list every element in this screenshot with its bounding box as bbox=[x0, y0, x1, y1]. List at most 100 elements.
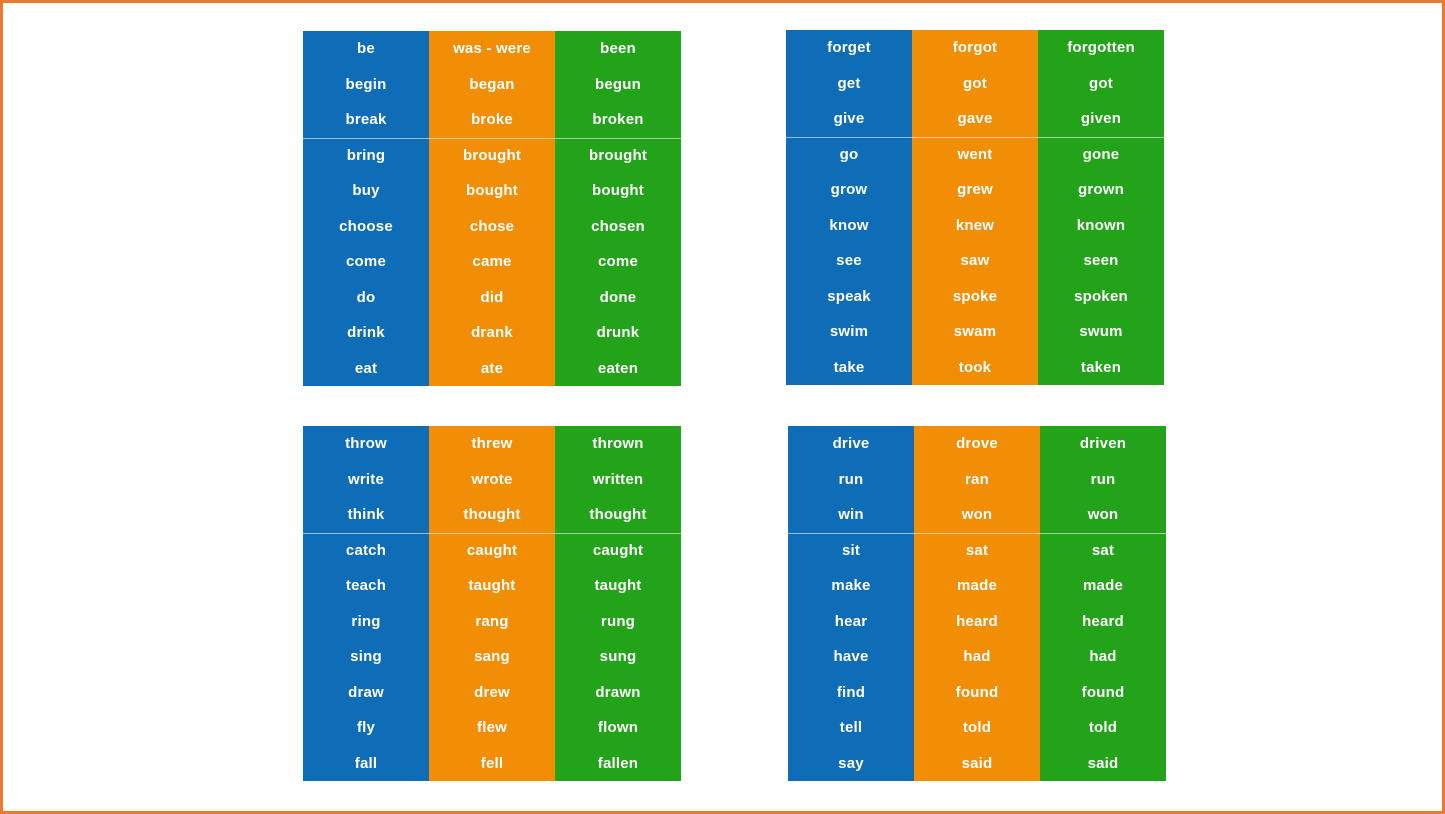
verb-cell: sing bbox=[350, 648, 382, 666]
verb-cell: said bbox=[961, 754, 993, 772]
verb-cell: taught bbox=[468, 577, 516, 595]
group-divider bbox=[429, 137, 555, 139]
verb-cell: brought bbox=[462, 146, 522, 164]
verb-cell: taken bbox=[1080, 358, 1122, 376]
verb-cell: made bbox=[957, 577, 997, 595]
verb-cell: told bbox=[962, 719, 992, 737]
verb-cell: threw bbox=[471, 435, 513, 453]
verb-cell: sat bbox=[965, 541, 989, 559]
verb-cell: done bbox=[599, 288, 637, 306]
verb-cell: run bbox=[1090, 470, 1116, 488]
verb-cell: eat bbox=[354, 359, 378, 377]
verb-cell: begin bbox=[345, 75, 387, 93]
verb-cell: won bbox=[961, 506, 993, 524]
verb-cell: get bbox=[837, 74, 861, 92]
group-divider bbox=[555, 532, 681, 534]
verb-cell: driven bbox=[1079, 435, 1127, 453]
verb-cell: began bbox=[469, 75, 515, 93]
verb-cell: was - were bbox=[453, 40, 531, 58]
verb-cell: bought bbox=[465, 182, 518, 200]
verb-cell: thought bbox=[589, 506, 647, 524]
past-simple-column: forgot got gave went grew knew saw spoke swam too… bbox=[912, 30, 1038, 385]
verb-cell: made bbox=[1083, 577, 1123, 595]
verb-cell: write bbox=[347, 470, 384, 488]
verb-cell: sat bbox=[1091, 541, 1115, 559]
verb-cell: fly bbox=[356, 719, 376, 737]
past-simple-column: was - were began broke brought bought chose ca… bbox=[429, 31, 555, 386]
verb-cell: take bbox=[833, 358, 865, 376]
verb-cell: seen bbox=[1083, 252, 1119, 270]
verb-cell: teach bbox=[345, 577, 387, 595]
verb-cell: gone bbox=[1082, 145, 1120, 163]
verb-cell: sung bbox=[599, 648, 637, 666]
verb-cell: bring bbox=[346, 146, 386, 164]
verb-cell: drawn bbox=[595, 683, 641, 701]
verb-cell: run bbox=[838, 470, 864, 488]
verb-cell: caught bbox=[466, 541, 518, 559]
verb-cell: tell bbox=[839, 719, 863, 737]
verb-cell: saw bbox=[960, 252, 990, 270]
verb-cell: hear bbox=[834, 612, 868, 630]
past-participle-column: thrown written thought caught taught rung sung… bbox=[555, 426, 681, 781]
group-divider bbox=[912, 136, 1038, 138]
verb-cell: say bbox=[838, 754, 864, 772]
verb-cell: won bbox=[1087, 506, 1119, 524]
group-divider bbox=[914, 532, 1040, 534]
verb-cell: come bbox=[598, 253, 638, 271]
group-divider bbox=[303, 532, 429, 534]
verb-cell: been bbox=[600, 40, 636, 58]
verb-cell: found bbox=[955, 683, 999, 701]
verb-cell: rang bbox=[475, 612, 509, 630]
verb-cell: spoke bbox=[952, 287, 998, 305]
verb-cell: ran bbox=[965, 470, 989, 488]
verb-cell: think bbox=[347, 506, 385, 524]
verb-cell: forget bbox=[827, 39, 871, 57]
verb-cell: choose bbox=[339, 217, 393, 235]
verb-cell: broke bbox=[471, 111, 513, 129]
verb-cell: drink bbox=[347, 324, 385, 342]
verb-cell: buy bbox=[352, 182, 380, 200]
verb-cell: make bbox=[831, 577, 871, 595]
verb-cell: got bbox=[963, 74, 987, 92]
base-form-column: forget get give go grow know see speak swim take bbox=[786, 30, 912, 385]
verb-cell: fall bbox=[354, 754, 378, 772]
verb-cell: spoken bbox=[1074, 287, 1128, 305]
verb-cell: grown bbox=[1078, 181, 1124, 199]
verb-cell: did bbox=[480, 288, 504, 306]
verb-cell: find bbox=[836, 683, 866, 701]
verb-table-2: forget get give go grow know see speak swim take f… bbox=[786, 30, 1164, 385]
verb-cell: given bbox=[1080, 110, 1122, 128]
verb-cell: took bbox=[958, 358, 992, 376]
group-divider bbox=[555, 137, 681, 139]
verb-cell: chose bbox=[469, 217, 515, 235]
verb-cell: have bbox=[833, 648, 869, 666]
verb-cell: thought bbox=[463, 506, 521, 524]
verb-cell: drove bbox=[956, 435, 998, 453]
verb-cell: win bbox=[838, 506, 864, 524]
group-divider bbox=[429, 532, 555, 534]
past-participle-column: forgotten got given gone grown known seen spoke… bbox=[1038, 30, 1164, 385]
verb-cell: draw bbox=[348, 683, 384, 701]
past-simple-column: threw wrote thought caught taught rang sang dre… bbox=[429, 426, 555, 781]
verb-cell: chosen bbox=[591, 217, 645, 235]
group-divider bbox=[788, 532, 914, 534]
verb-cell: sang bbox=[474, 648, 510, 666]
group-divider bbox=[303, 137, 429, 139]
verb-cell: do bbox=[356, 288, 376, 306]
verb-cell: ring bbox=[351, 612, 381, 630]
verb-cell: sit bbox=[841, 541, 861, 559]
verb-cell: grow bbox=[830, 181, 868, 199]
verb-cell: forgotten bbox=[1067, 39, 1135, 57]
verb-cell: drunk bbox=[596, 324, 640, 342]
verb-cell: heard bbox=[1082, 612, 1124, 630]
verb-cell: broken bbox=[592, 111, 644, 129]
verb-cell: flown bbox=[597, 719, 639, 737]
verb-cell: drive bbox=[832, 435, 870, 453]
group-divider bbox=[786, 136, 912, 138]
verb-cell: drew bbox=[474, 683, 510, 701]
verb-table-4: drive run win sit make hear have find tell say dro… bbox=[788, 426, 1166, 781]
verb-cell: eaten bbox=[597, 359, 639, 377]
base-form-column: throw write think catch teach ring sing draw fly… bbox=[303, 426, 429, 781]
verb-cell: fell bbox=[480, 754, 504, 772]
verb-cell: give bbox=[833, 110, 865, 128]
